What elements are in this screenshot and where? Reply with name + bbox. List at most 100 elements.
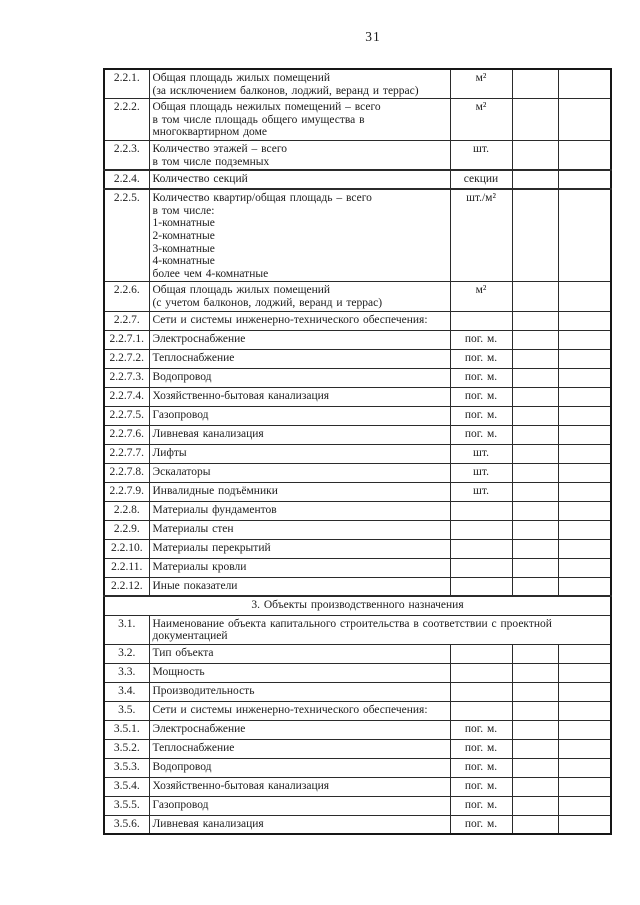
- row-label-cell: Общая площадь нежилых помещений – всего в…: [148, 98, 451, 141]
- row-unit-cell: пог. м.: [449, 329, 513, 350]
- row-number-cell: 2.2.7.2.: [103, 348, 150, 369]
- row-label-cell: Производительность: [148, 681, 451, 702]
- row-unit-cell: пог. м.: [449, 776, 513, 797]
- row-value-cell-2: [557, 405, 612, 426]
- row-label-cell: Общая площадь жилых помещений (за исключе…: [148, 68, 451, 100]
- table-row: 2.2.11. Материалы кровли: [103, 557, 612, 578]
- table-row: 2.2.7.6. Ливневая канализация пог. м.: [103, 424, 612, 445]
- row-number-cell: 3.5.5.: [103, 795, 150, 816]
- row-value-cell-1: [511, 681, 559, 702]
- table-row: 2.2.1. Общая площадь жилых помещений (за и…: [103, 68, 612, 100]
- row-number-cell: 2.2.7.9.: [103, 481, 150, 502]
- row-number-cell: 3.5.4.: [103, 776, 150, 797]
- row-label-cell: Иные показатели: [148, 576, 451, 597]
- table-row: 3.5.5. Газопровод пог. м.: [103, 795, 612, 816]
- row-label-cell: Наименование объекта капитального строит…: [148, 614, 612, 645]
- row-value-cell-2: [557, 757, 612, 778]
- indicators-table-body: 2.2.1. Общая площадь жилых помещений (за и…: [103, 68, 612, 835]
- row-value-cell-1: [511, 169, 559, 190]
- row-unit-cell: пог. м.: [449, 719, 513, 740]
- row-value-cell-2: [557, 386, 612, 407]
- row-unit-cell: м²: [449, 68, 513, 100]
- row-value-cell-2: [557, 443, 612, 464]
- row-unit-cell: секции: [449, 169, 513, 190]
- row-unit-cell: [449, 500, 513, 521]
- row-value-cell-1: [511, 519, 559, 540]
- row-value-cell-1: [511, 557, 559, 578]
- row-unit-cell: [449, 557, 513, 578]
- table-row: 2.2.12. Иные показатели: [103, 576, 612, 597]
- row-number-cell: 2.2.1.: [103, 68, 150, 100]
- row-value-cell-1: [511, 481, 559, 502]
- page-number: 31: [365, 29, 381, 44]
- row-label-cell: Ливневая канализация: [148, 424, 451, 445]
- row-value-cell-2: [557, 719, 612, 740]
- row-label-cell: Хозяйственно-бытовая канализация: [148, 386, 451, 407]
- row-value-cell-2: [557, 519, 612, 540]
- row-value-cell-1: [511, 98, 559, 141]
- table-row: 2.2.7.9. Инвалидные подъёмники шт.: [103, 481, 612, 502]
- row-value-cell-1: [511, 139, 559, 171]
- row-label-cell: Материалы стен: [148, 519, 451, 540]
- table-row: 3.2. Тип объекта: [103, 643, 612, 664]
- row-number-cell: 2.2.8.: [103, 500, 150, 521]
- row-label-cell: Материалы фундаментов: [148, 500, 451, 521]
- row-unit-cell: м²: [449, 98, 513, 141]
- row-value-cell-2: [557, 576, 612, 597]
- row-value-cell-1: [511, 443, 559, 464]
- row-value-cell-2: [557, 538, 612, 559]
- row-unit-cell: [449, 681, 513, 702]
- row-unit-cell: [449, 643, 513, 664]
- indicators-table: 2.2.1. Общая площадь жилых помещений (за и…: [103, 68, 612, 836]
- table-row: 2.2.9. Материалы стен: [103, 519, 612, 540]
- row-value-cell-2: [557, 681, 612, 702]
- row-number-cell: 2.2.9.: [103, 519, 150, 540]
- row-number-cell: 3.4.: [103, 681, 150, 702]
- row-number-cell: 3.3.: [103, 662, 150, 683]
- row-unit-cell: пог. м.: [449, 795, 513, 816]
- row-label-cell: Теплоснабжение: [148, 348, 451, 369]
- row-value-cell-2: [557, 424, 612, 445]
- row-value-cell-2: [557, 795, 612, 816]
- row-value-cell-2: [557, 348, 612, 369]
- row-number-cell: 2.2.7.1.: [103, 329, 150, 350]
- row-label-cell: Водопровод: [148, 757, 451, 778]
- row-number-cell: 2.2.4.: [103, 169, 150, 190]
- row-label-cell: Инвалидные подъёмники: [148, 481, 451, 502]
- row-number-cell: 2.2.5.: [103, 188, 150, 283]
- row-unit-cell: шт.: [449, 443, 513, 464]
- row-label-cell: Газопровод: [148, 795, 451, 816]
- row-label-cell: Хозяйственно-бытовая канализация: [148, 776, 451, 797]
- table-row: 2.2.7.3. Водопровод пог. м.: [103, 367, 612, 388]
- row-value-cell-2: [557, 662, 612, 683]
- table-row: 2.2.7.5. Газопровод пог. м.: [103, 405, 612, 426]
- row-value-cell-2: [557, 738, 612, 759]
- row-number-cell: 2.2.6.: [103, 281, 150, 312]
- table-row: 3.5. Сети и системы инженерно-техническог…: [103, 700, 612, 721]
- row-label-cell: Количество этажей – всего в том числе под…: [148, 139, 451, 171]
- row-value-cell-2: [557, 557, 612, 578]
- row-value-cell-2: [557, 500, 612, 521]
- row-number-cell: 3.5.3.: [103, 757, 150, 778]
- row-value-cell-2: [557, 281, 612, 312]
- row-unit-cell: пог. м.: [449, 405, 513, 426]
- row-unit-cell: [449, 700, 513, 721]
- row-unit-cell: [449, 662, 513, 683]
- row-label-cell: Сети и системы инженерно-технического об…: [148, 310, 451, 331]
- row-value-cell-2: [557, 462, 612, 483]
- row-value-cell-1: [511, 643, 559, 664]
- row-value-cell-2: [557, 310, 612, 331]
- row-value-cell-1: [511, 386, 559, 407]
- table-row: 2.2.7.7. Лифты шт.: [103, 443, 612, 464]
- row-label-cell: Эскалаторы: [148, 462, 451, 483]
- row-value-cell-1: [511, 367, 559, 388]
- row-number-cell: 3.5.2.: [103, 738, 150, 759]
- table-row: 2.2.3. Количество этажей – всего в том чис…: [103, 139, 612, 171]
- table-row: 2.2.4. Количество секций секции: [103, 169, 612, 190]
- row-value-cell-1: [511, 424, 559, 445]
- row-value-cell-2: [557, 776, 612, 797]
- row-unit-cell: пог. м.: [449, 757, 513, 778]
- row-value-cell-2: [557, 367, 612, 388]
- row-number-cell: 2.2.7.6.: [103, 424, 150, 445]
- table-row: 2.2.2. Общая площадь нежилых помещений – …: [103, 98, 612, 141]
